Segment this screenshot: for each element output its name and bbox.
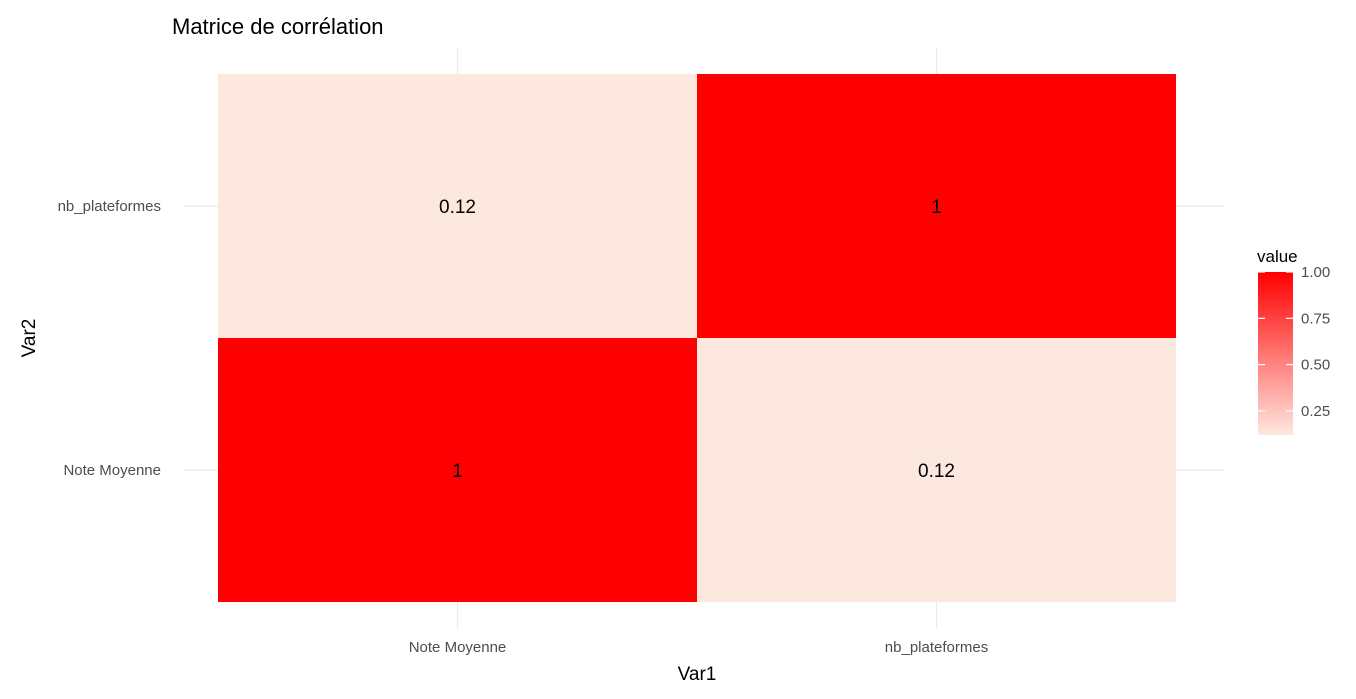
heatmap-cells — [218, 74, 1176, 602]
heatmap-cell — [218, 74, 697, 338]
y-tick-label: Note Moyenne — [63, 462, 161, 479]
y-tick-label: nb_plateformes — [58, 198, 161, 215]
x-tick-label: Note Moyenne — [409, 639, 507, 656]
cell-value-label: 0.12 — [439, 197, 476, 218]
x-axis-title: Var1 — [678, 664, 717, 685]
legend-colorbar — [1258, 272, 1293, 435]
heatmap-cell — [218, 338, 697, 602]
cell-value-label: 1 — [931, 197, 942, 218]
cell-value-label: 0.12 — [918, 461, 955, 482]
heatmap-cell — [697, 338, 1176, 602]
heatmap-cell — [697, 74, 1176, 338]
legend-tick-label: 1.00 — [1301, 264, 1330, 281]
legend-tick-label: 0.75 — [1301, 310, 1330, 327]
legend-title: value — [1257, 247, 1298, 266]
legend-ticks: 1.00 0.75 0.50 0.25 — [1258, 264, 1330, 420]
y-axis-title: Var2 — [19, 319, 40, 358]
cell-labels: 1 0.12 0.12 1 — [439, 197, 955, 482]
legend-tick-label: 0.50 — [1301, 357, 1330, 374]
x-tick-label: nb_plateformes — [885, 639, 988, 656]
x-axis-tick-labels: Note Moyenne nb_plateformes — [409, 639, 988, 656]
legend-tick-label: 0.25 — [1301, 403, 1330, 420]
y-axis-tick-labels: Note Moyenne nb_plateformes — [58, 198, 161, 479]
chart-title: Matrice de corrélation — [172, 14, 384, 39]
color-legend: value 1.00 0.75 0.50 0.25 — [1257, 247, 1330, 435]
cell-value-label: 1 — [452, 461, 463, 482]
